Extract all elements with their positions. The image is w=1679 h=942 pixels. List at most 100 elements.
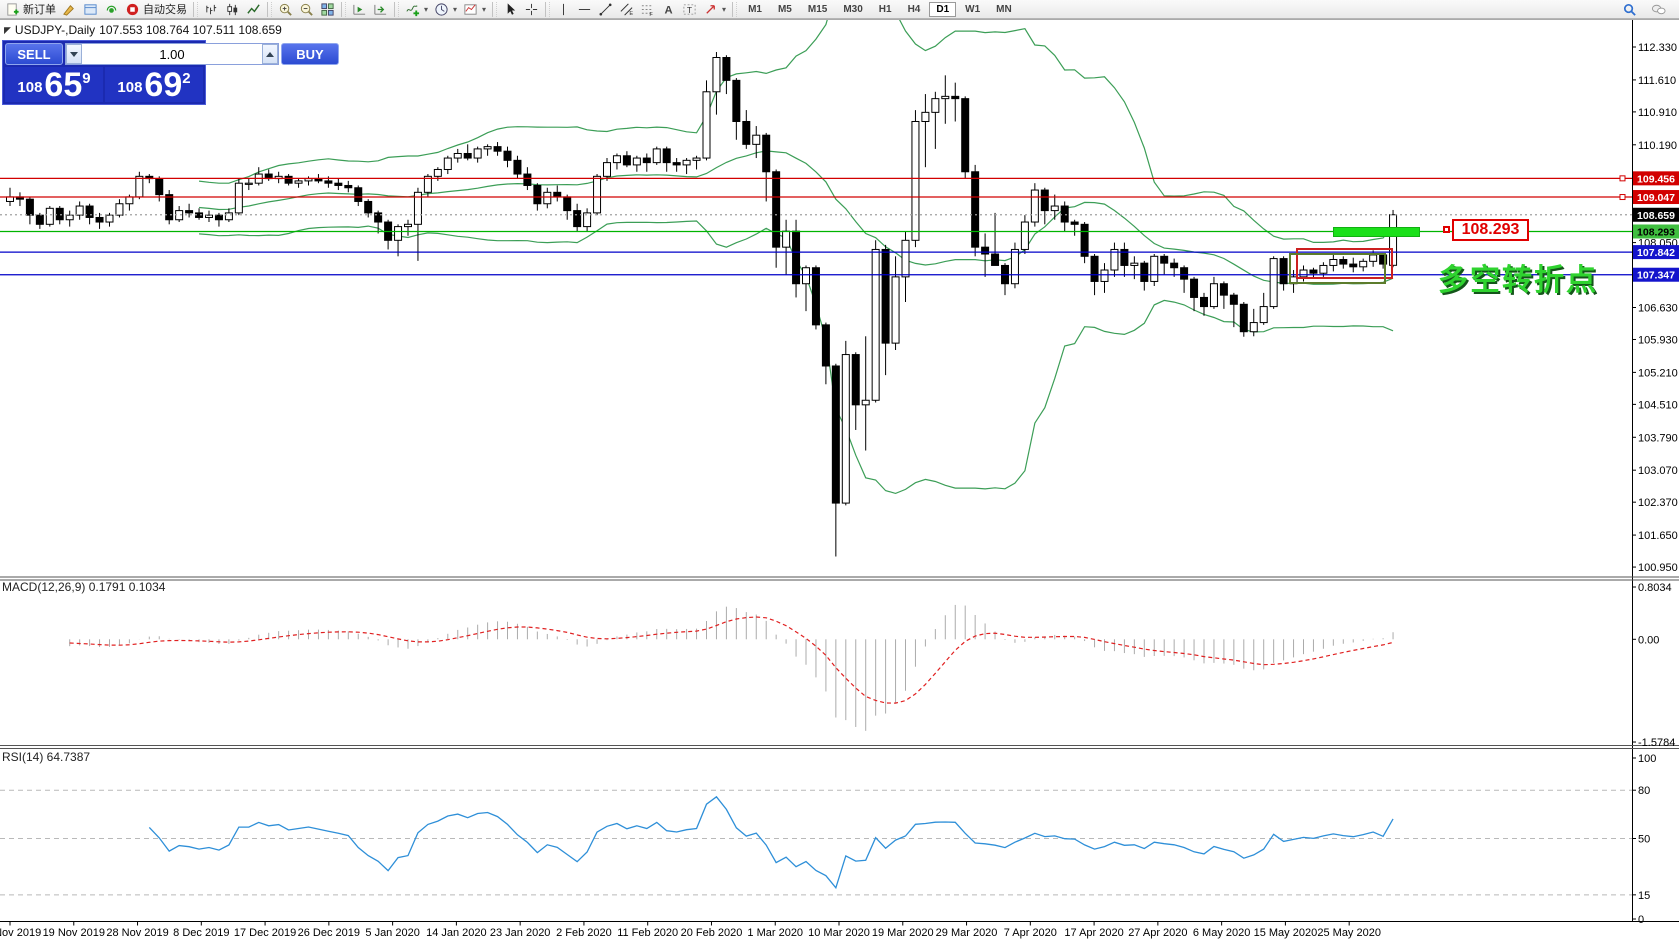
highlight-bar-annotation[interactable]: [1333, 227, 1420, 237]
time-axis-label: 26 Dec 2019: [298, 927, 360, 939]
price-label-annotation[interactable]: 108.293: [1452, 219, 1529, 241]
time-axis-label: 20 Feb 2020: [681, 927, 743, 939]
indicators-icon: [405, 2, 420, 17]
volume-decrease-button[interactable]: [66, 44, 82, 64]
fibonacci-button[interactable]: F: [637, 1, 658, 18]
sell-price[interactable]: 108 65 9: [5, 67, 103, 102]
rsi-axis-label: 15: [1638, 890, 1650, 902]
macd-signal-line: [69, 616, 1394, 704]
time-axis-label: 8 Dec 2019: [173, 927, 229, 939]
zoom-out-button[interactable]: [296, 1, 317, 18]
chevron-down-icon: ▾: [722, 4, 727, 14]
equidistant-channel-icon: E: [619, 2, 634, 17]
macd-axis-label: 0.00: [1638, 634, 1659, 646]
zoom-in-icon: [278, 2, 293, 17]
templates-button[interactable]: ▾: [460, 1, 489, 18]
autotrading-button[interactable]: 自动交易: [122, 1, 190, 18]
toolbar-separator: [341, 1, 346, 17]
horizontal-line-button[interactable]: [574, 1, 595, 18]
toolbar-separator: [193, 1, 198, 17]
line-handle[interactable]: [1619, 194, 1626, 201]
svg-text:T: T: [687, 4, 692, 14]
chevron-down-icon: ▾: [424, 4, 429, 14]
auto-scroll-button[interactable]: [349, 1, 370, 18]
volume-input[interactable]: [82, 44, 262, 64]
price-badges: 109.456 109.047 108.659 108.293 107.842 107.3…: [1633, 171, 1679, 282]
brush-icon: [62, 2, 77, 17]
rsi-level-lines: [0, 789, 1632, 896]
bar-chart-button[interactable]: [201, 1, 222, 18]
new-order-button[interactable]: 新订单: [2, 1, 59, 18]
chart-profile-icon: [83, 2, 98, 17]
toolbar-separator: [545, 1, 551, 17]
crosshair-button[interactable]: [521, 1, 542, 18]
time-axis-label: 14 Jan 2020: [426, 927, 487, 939]
volume-increase-button[interactable]: [262, 44, 278, 64]
timeframe-button-MN[interactable]: MN: [996, 3, 1012, 15]
rsi-axis-label: 50: [1638, 834, 1650, 846]
price-axis-label: 112.330: [1638, 42, 1677, 54]
toolbar-separator: [732, 1, 738, 17]
tile-windows-button[interactable]: [317, 1, 338, 18]
price-label-anchor[interactable]: [1443, 226, 1450, 233]
search-button[interactable]: [1619, 1, 1640, 18]
timeframe-button-M5[interactable]: M5: [777, 3, 792, 15]
text-button[interactable]: A: [658, 1, 679, 18]
buy-price[interactable]: 108 69 2: [105, 67, 203, 102]
time-axis-label: 25 May 2020: [1317, 927, 1381, 939]
zoom-out-icon: [299, 2, 314, 17]
time-axis-label: 10 Nov 2019: [0, 927, 41, 939]
price-axis-label: 102.370: [1638, 497, 1678, 509]
autotrading-icon: [125, 2, 140, 17]
chart-profiles-button[interactable]: [80, 1, 101, 18]
timeframe-button-D1[interactable]: D1: [929, 1, 957, 17]
buy-button[interactable]: BUY: [281, 43, 339, 65]
triangle-down-icon: [70, 51, 78, 57]
timeframe-button-M1[interactable]: M1: [748, 3, 762, 15]
sell-button[interactable]: SELL: [5, 43, 63, 65]
time-axis-label: 15 May 2020: [1254, 927, 1318, 939]
time-axis-label: 2 Feb 2020: [556, 927, 612, 939]
chevron-down-icon: ▾: [453, 4, 458, 14]
timeframe-button-W1[interactable]: W1: [965, 3, 981, 15]
bar-chart-icon: [204, 2, 219, 17]
horizontal-line-icon: [577, 2, 592, 17]
vertical-line-button[interactable]: [553, 1, 574, 18]
signals-button[interactable]: [101, 1, 122, 18]
svg-text:F: F: [649, 12, 653, 17]
indicators-button[interactable]: ▾: [402, 1, 431, 18]
chart-title: ◤ USDJPY-,Daily 107.553 108.764 107.511 …: [4, 23, 282, 37]
macd-indicator-label: MACD(12,26,9) 0.1791 0.1034: [2, 580, 166, 594]
chat-button[interactable]: [1648, 1, 1669, 18]
periods-button[interactable]: ▾: [431, 1, 460, 18]
time-axis-label: 19 Nov 2019: [43, 927, 105, 939]
candlestick-chart-button[interactable]: [222, 1, 243, 18]
styles-button[interactable]: [59, 1, 80, 18]
rsi-axis-label: 100: [1638, 753, 1656, 765]
line-handle[interactable]: [1619, 175, 1626, 182]
turning-point-text[interactable]: 多空转折点: [1438, 264, 1598, 297]
text-label-button[interactable]: T: [679, 1, 700, 18]
equidistant-channel-button[interactable]: E: [616, 1, 637, 18]
price-axis-label: 103.790: [1638, 432, 1678, 444]
timeframe-button-M15[interactable]: M15: [807, 3, 828, 15]
new-order-icon: [5, 2, 20, 17]
consolidation-rectangle-olive[interactable]: [1289, 253, 1386, 284]
price-axis-label: 103.070: [1638, 465, 1678, 477]
timeframe-button-H4[interactable]: H4: [907, 3, 921, 15]
timeframe-button-M30[interactable]: M30: [843, 3, 863, 15]
line-chart-button[interactable]: [243, 1, 264, 18]
rsi-indicator-label: RSI(14) 64.7387: [2, 750, 91, 764]
chart-shift-button[interactable]: [370, 1, 391, 18]
price-axis-label: 110.190: [1638, 140, 1677, 152]
zoom-in-button[interactable]: [275, 1, 296, 18]
ohlc-readout: 107.553 108.764 107.511 108.659: [99, 23, 282, 37]
cursor-button[interactable]: [500, 1, 521, 18]
timeframe-button-H1[interactable]: H1: [878, 3, 892, 15]
trendline-button[interactable]: [595, 1, 616, 18]
consolidation-rectangle-red[interactable]: [1296, 248, 1393, 279]
time-axis-label: 17 Dec 2019: [234, 927, 296, 939]
arrows-button[interactable]: ▾: [700, 1, 729, 18]
